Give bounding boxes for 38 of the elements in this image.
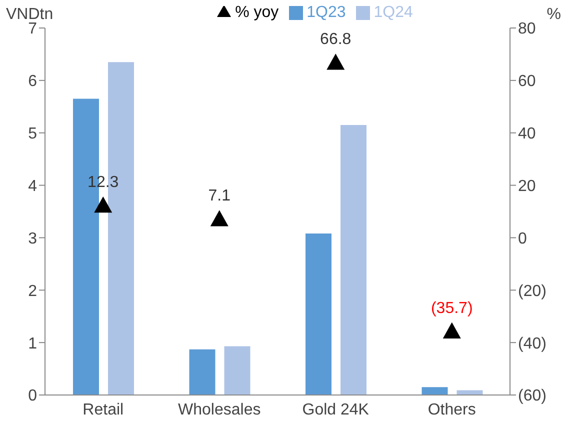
y-tick-label: 0 — [28, 388, 38, 405]
data-label: 66.8 — [320, 31, 352, 48]
data-label: (35.7) — [430, 300, 473, 317]
y2-tick-label: 40 — [518, 126, 536, 143]
x-tick-label: Wholesales — [178, 401, 261, 418]
y-tick-label: 2 — [28, 282, 38, 300]
y-tick-label: 3 — [28, 230, 38, 248]
data-label: 12.3 — [88, 174, 119, 191]
bar — [189, 349, 216, 395]
y2-axis-title: % — [546, 6, 561, 24]
y-tick-label: 6 — [28, 73, 38, 90]
point — [210, 210, 228, 226]
bar — [224, 346, 250, 395]
point — [442, 322, 461, 338]
y2-tick-label: (60) — [518, 388, 546, 405]
y2-tick-label: 0 — [518, 230, 527, 248]
y-tick-label: 7 — [28, 20, 38, 38]
x-tick-label: Gold 24K — [302, 401, 370, 418]
y2-tick-label: 60 — [518, 73, 536, 90]
legend-label: 1Q23 — [306, 4, 346, 21]
y-tick-label: 1 — [28, 335, 38, 352]
point — [326, 54, 345, 70]
y-tick-label: 5 — [28, 126, 38, 143]
bar — [340, 124, 366, 395]
x-tick-label: Retail — [82, 401, 124, 418]
y2-tick-label: 80 — [518, 20, 536, 38]
y2-tick-label: 20 — [518, 178, 536, 195]
bar — [306, 234, 332, 395]
y2-tick-label: (40) — [518, 335, 546, 352]
y-tick-label: 4 — [28, 178, 38, 195]
data-label: 7.1 — [208, 188, 231, 205]
y2-tick-label: (20) — [518, 282, 546, 300]
x-tick-label: Others — [428, 401, 476, 418]
legend-label: 1Q24 — [374, 4, 413, 21]
y-axis-title: VNDtn — [6, 6, 54, 23]
point — [94, 196, 112, 213]
bar — [422, 387, 448, 395]
legend-label: % yoy — [235, 4, 279, 21]
